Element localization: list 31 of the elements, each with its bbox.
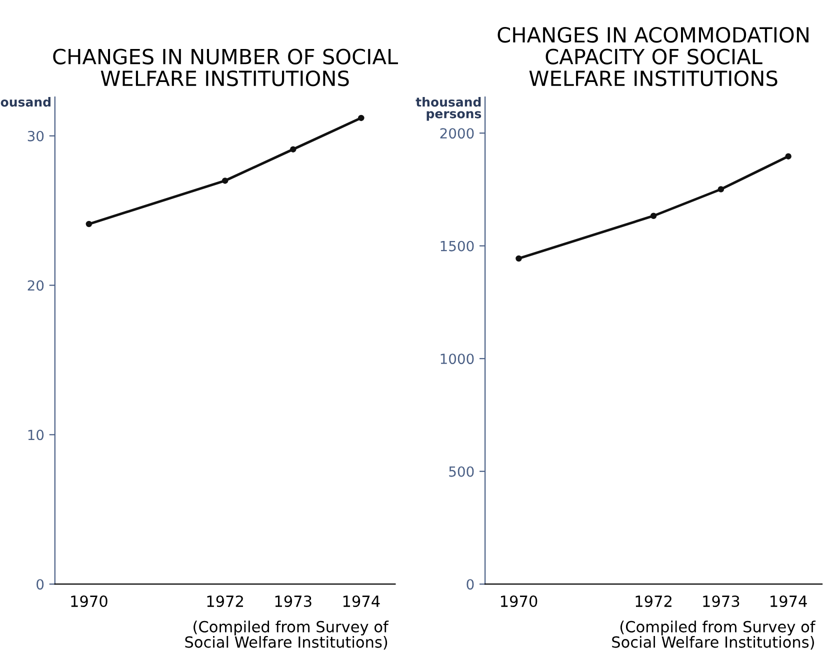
y-axis-title: thousand persons bbox=[416, 97, 482, 121]
x-tick-label: 1974 bbox=[343, 595, 380, 608]
x-tick-label: 1970 bbox=[500, 595, 538, 608]
x-tick-label: 1974 bbox=[770, 595, 807, 608]
y-tick-label: 500 bbox=[449, 466, 474, 477]
point bbox=[86, 220, 92, 228]
x-tick-label: 1972 bbox=[636, 595, 672, 608]
point bbox=[358, 114, 364, 122]
x-tick-label: 1973 bbox=[275, 595, 312, 608]
x-tick-label: 1970 bbox=[71, 595, 108, 608]
x-tick-label: 1972 bbox=[207, 595, 243, 608]
y-tick-label: 2000 bbox=[440, 128, 474, 139]
y-axis-title: ousand bbox=[0, 97, 50, 107]
y-tick-label: 20 bbox=[28, 280, 44, 291]
x-tick-label: 1973 bbox=[703, 595, 740, 608]
y-tick-label: 0 bbox=[466, 579, 474, 590]
chart-title: CHANGES IN ACOMMODATION CAPACITY OF SOCIAL WELFARE INSTITUTIONS bbox=[498, 26, 808, 86]
text: (Compiled from Survey of Social Welfare Institutions) bbox=[185, 620, 389, 650]
point bbox=[290, 146, 296, 152]
y-tick-label: 10 bbox=[28, 430, 44, 440]
text: (Compiled from Survey of Social Welfare Institutions) bbox=[612, 620, 816, 650]
point bbox=[516, 255, 522, 262]
point bbox=[222, 178, 228, 184]
y-tick-label: 1000 bbox=[440, 354, 474, 364]
point bbox=[785, 153, 792, 160]
point bbox=[718, 186, 724, 192]
y-tick-label: 0 bbox=[36, 579, 44, 590]
point bbox=[650, 212, 657, 219]
chart-title: CHANGES IN NUMBER OF SOCIAL WELFARE INSTITUTIONS bbox=[53, 48, 398, 86]
y-tick-label: 1500 bbox=[440, 240, 474, 252]
y-tick-label: 30 bbox=[28, 130, 44, 142]
